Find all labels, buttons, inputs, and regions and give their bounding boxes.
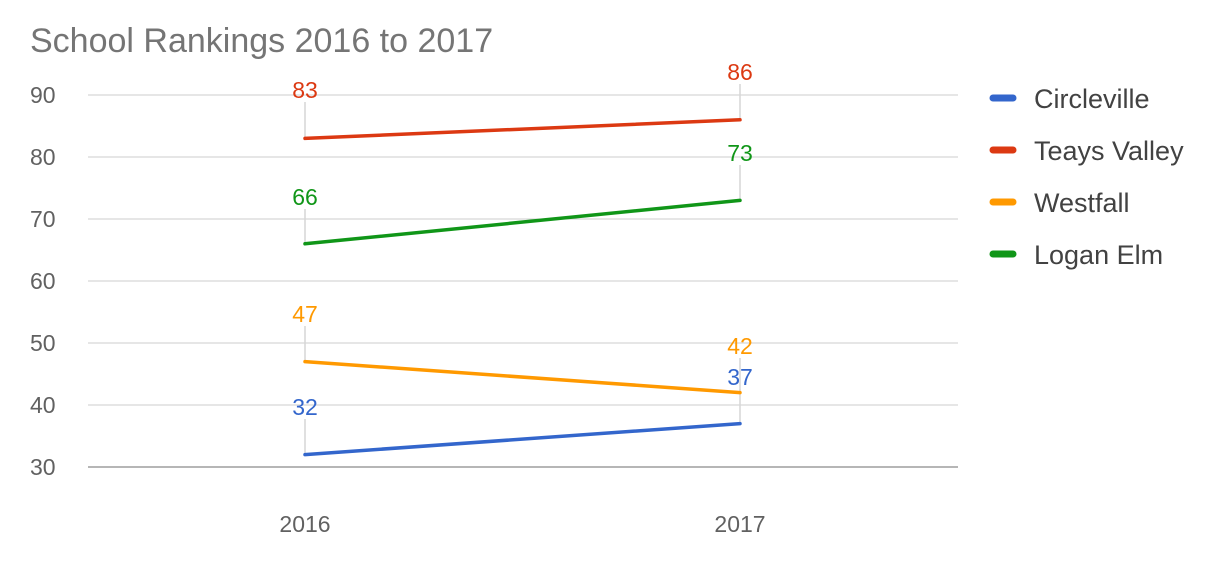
data-label: 83 <box>292 77 318 103</box>
data-label: 73 <box>727 140 753 166</box>
y-tick-label: 50 <box>30 330 56 356</box>
x-tick-label: 2017 <box>714 511 765 537</box>
y-tick-label: 90 <box>30 82 56 108</box>
data-label: 32 <box>292 394 318 420</box>
series-lines <box>303 118 742 457</box>
chart-title: School Rankings 2016 to 2017 <box>30 22 494 60</box>
x-axis-ticks: 2016 2017 <box>279 511 765 537</box>
data-labels: 32 37 83 86 47 42 66 73 <box>292 59 753 420</box>
data-label: 86 <box>727 59 753 85</box>
series-line <box>303 118 742 141</box>
y-tick-label: 80 <box>30 144 56 170</box>
y-axis-ticks: 30 40 50 60 70 80 90 <box>30 82 56 480</box>
y-tick-label: 30 <box>30 454 56 480</box>
legend-label: Circleville <box>1034 84 1150 114</box>
data-label-leaders <box>304 84 741 455</box>
series-line <box>303 421 742 457</box>
y-tick-label: 70 <box>30 206 56 232</box>
y-tick-label: 60 <box>30 268 56 294</box>
gridlines <box>88 94 958 468</box>
data-label: 66 <box>292 184 318 210</box>
legend: Circleville Teays Valley Westfall Logan Elm <box>989 84 1184 270</box>
data-label: 37 <box>727 364 753 390</box>
x-tick-label: 2016 <box>279 511 330 537</box>
series-line <box>303 198 742 246</box>
legend-label: Teays Valley <box>1034 136 1184 166</box>
legend-label: Logan Elm <box>1034 240 1163 270</box>
series-line <box>303 359 742 395</box>
legend-label: Westfall <box>1034 188 1130 218</box>
data-label: 42 <box>727 333 753 359</box>
y-tick-label: 40 <box>30 392 56 418</box>
data-label: 47 <box>292 301 318 327</box>
